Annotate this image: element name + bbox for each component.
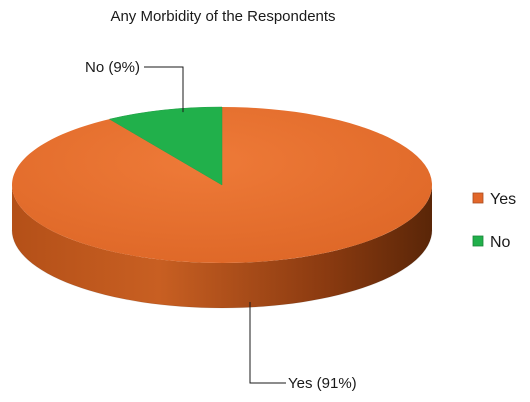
data-label-no: No (9%): [85, 59, 140, 76]
pie-slice-no: [108, 106, 223, 186]
pie-side-layer: [11, 185, 433, 309]
pie-side-wall: [12, 185, 432, 308]
legend-label-no: No: [490, 234, 511, 251]
legend-swatch-no: [472, 235, 484, 247]
pie-bottom-edge: [11, 229, 433, 309]
legend-label-yes: Yes: [490, 191, 516, 208]
data-label-yes: Yes (91%): [288, 375, 357, 392]
data-label-no-leader-line: [144, 66, 184, 113]
data-label-yes-leader-line: [249, 302, 286, 384]
legend-swatch-yes: [472, 192, 484, 204]
chart-title: Any Morbidity of the Respondents: [110, 8, 336, 25]
legend: Yes No: [472, 191, 516, 251]
pie-label-layer: No (9%) Yes (91%): [85, 59, 357, 392]
pie-top-layer: [11, 106, 432, 263]
